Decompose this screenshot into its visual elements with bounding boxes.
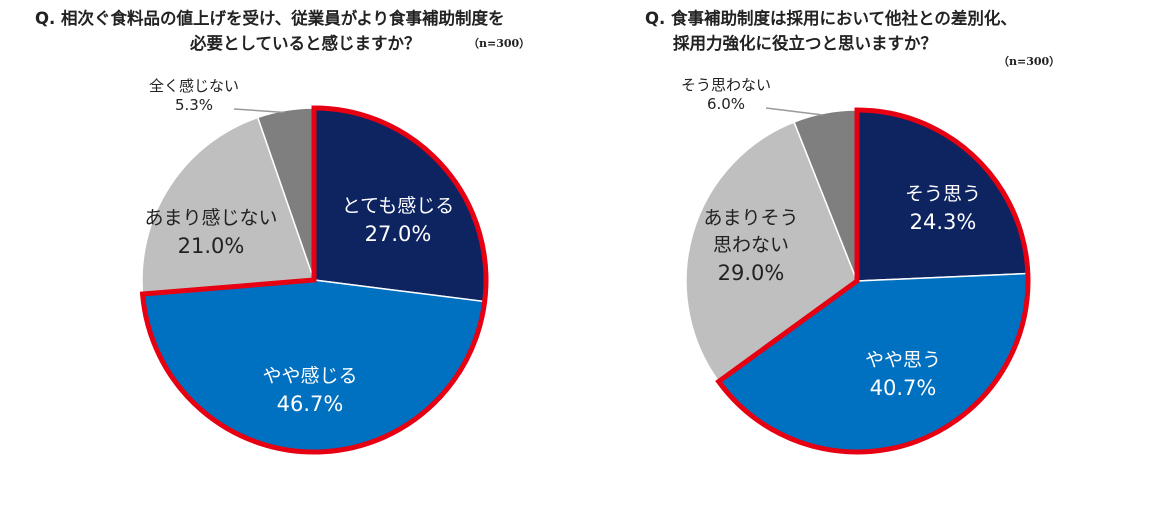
slice-name: あまりそう (703, 207, 798, 229)
question-line-2: 必要としていると感じますか？ (190, 34, 421, 53)
pie-slice (685, 121, 858, 383)
pie-chart: とても感じる 27.0% やや感じる 46.7% あまり感じない 21.0% 全く感じない5… (139, 77, 489, 455)
leader-line (233, 108, 284, 114)
question-line-1: Q. 相次ぐ食料品の値上げを受け、従業員がより食事補助制度を (35, 9, 505, 28)
sample-size-label: （n=300） (468, 37, 531, 50)
chart-panel-right: Q. 食事補助制度は採用において他社との差別化、 採用力強化に役立つと思いますか… (583, 0, 1166, 505)
slice-name: とても感じる (342, 195, 454, 217)
slice-name: そう思う (905, 183, 981, 205)
slice-value: 27.0% (365, 222, 432, 246)
slice-name: そう思わない (681, 76, 771, 94)
chart-panel-left: Q. 相次ぐ食料品の値上げを受け、従業員がより食事補助制度を 必要としていると感… (35, 6, 531, 455)
slice-name: 思わない (713, 234, 789, 256)
slice-value: 6.0% (707, 95, 745, 113)
slice-label: あまり感じない 21.0% (144, 207, 277, 258)
leader-line (765, 107, 824, 116)
sample-size-label: （n=300） (998, 55, 1061, 68)
question-title: Q. 食事補助制度は採用において他社との差別化、 採用力強化に役立つと思いますか… (645, 6, 1017, 56)
question-title: Q. 相次ぐ食料品の値上げを受け、従業員がより食事補助制度を 必要としていると感… (35, 6, 505, 56)
slice-name: あまり感じない (144, 207, 277, 229)
slice-label: とても感じる 27.0% (342, 195, 454, 246)
slice-label: やや感じる 46.7% (262, 365, 357, 416)
slice-value: 29.0% (718, 261, 785, 285)
pie-slice (141, 116, 316, 295)
question-line-2: 採用力強化に役立つと思いますか？ (673, 34, 937, 53)
highlight-outline (715, 107, 1031, 455)
highlight-outline (139, 105, 489, 455)
slice-value: 40.7% (870, 376, 937, 400)
slice-name: 全く感じない (149, 77, 239, 95)
question-line-1: Q. 食事補助制度は採用において他社との差別化、 (645, 9, 1017, 28)
slice-name: やや思う (865, 349, 941, 371)
slice-label: そう思う 24.3% (905, 183, 981, 234)
slice-value: 24.3% (910, 210, 977, 234)
slice-value: 21.0% (178, 234, 245, 258)
slice-label: やや思う 40.7% (865, 349, 941, 400)
slice-value: 46.7% (277, 392, 344, 416)
slice-value: 5.3% (175, 96, 213, 114)
slice-name: やや感じる (262, 365, 357, 387)
